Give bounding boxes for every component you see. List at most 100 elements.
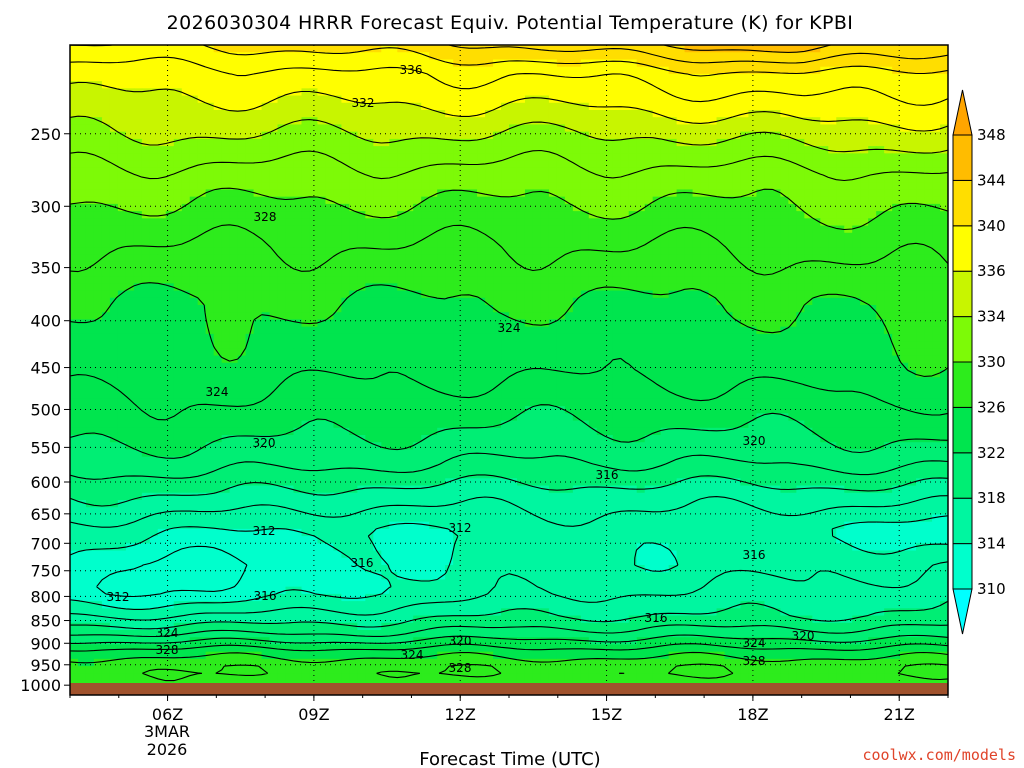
field-cell (421, 182, 430, 191)
field-cell (205, 261, 215, 270)
field-cell (381, 73, 390, 82)
field-cell (485, 95, 494, 104)
field-cell (461, 276, 470, 284)
field-cell (812, 225, 821, 234)
field-cell (588, 268, 598, 277)
field-cell (924, 110, 933, 118)
field-cell (700, 59, 710, 68)
field-cell (820, 81, 829, 89)
field-cell (612, 297, 622, 306)
field-cell (548, 160, 558, 169)
field-cell (660, 138, 670, 147)
field-cell (493, 88, 502, 97)
field-cell (77, 196, 87, 205)
field-cell (397, 102, 406, 111)
field-cell (389, 160, 398, 169)
field-cell (261, 326, 271, 335)
field-cell (269, 167, 279, 176)
field-cell (924, 290, 933, 299)
field-cell (437, 297, 446, 306)
field-cell (477, 167, 486, 176)
field-cell (389, 326, 398, 335)
field-cell (469, 110, 478, 118)
field-cell (165, 232, 175, 241)
field-cell (932, 254, 941, 263)
field-cell (660, 81, 670, 89)
field-cell (812, 348, 821, 357)
field-cell (397, 160, 406, 169)
field-cell (429, 88, 438, 97)
field-cell (796, 268, 805, 277)
field-cell (413, 182, 422, 191)
field-cell (189, 182, 199, 191)
field-cell (157, 146, 167, 154)
field-cell (852, 160, 861, 169)
field-cell (173, 95, 183, 104)
field-cell (101, 232, 111, 241)
field-cell (764, 232, 773, 241)
field-cell (93, 167, 103, 176)
field-cell (788, 240, 797, 248)
field-cell (636, 196, 646, 205)
field-cell (540, 110, 550, 118)
field-cell (189, 326, 199, 335)
field-cell (548, 211, 558, 219)
field-cell (133, 211, 143, 219)
field-cell (676, 160, 686, 169)
field-cell (916, 95, 925, 104)
field-cell (860, 182, 869, 191)
field-cell (548, 175, 558, 183)
field-cell (900, 175, 909, 183)
field-cell (229, 261, 239, 270)
field-cell (764, 66, 773, 75)
field-cell (341, 305, 350, 313)
field-cell (772, 160, 781, 169)
field-cell (309, 218, 319, 227)
field-cell (516, 333, 526, 342)
field-cell (732, 182, 742, 191)
field-cell (101, 333, 111, 342)
field-cell (133, 290, 143, 299)
field-cell (149, 297, 159, 306)
field-cell (149, 131, 159, 140)
field-cell (429, 66, 438, 75)
field-cell (788, 81, 797, 89)
field-cell (724, 261, 734, 270)
field-cell (237, 131, 247, 140)
field-cell (445, 283, 454, 292)
field-cell (580, 225, 590, 234)
field-cell (293, 348, 303, 357)
field-cell (644, 124, 654, 133)
field-cell (796, 297, 805, 306)
field-cell (540, 131, 550, 140)
field-cell (445, 95, 454, 104)
field-cell (349, 333, 358, 342)
field-cell (892, 312, 901, 321)
field-cell (261, 297, 271, 306)
field-cell (253, 153, 263, 162)
field-cell (301, 110, 311, 118)
field-cell (453, 59, 462, 68)
field-cell (461, 117, 470, 126)
field-cell (628, 240, 638, 248)
field-cell (85, 240, 95, 248)
field-cell (916, 326, 925, 335)
chart-title: 2026030304 HRRR Forecast Equiv. Potentia… (167, 12, 854, 34)
field-cell (596, 333, 606, 342)
field-cell (261, 189, 271, 198)
field-cell (572, 124, 582, 133)
field-cell (620, 305, 630, 313)
field-cell (860, 305, 869, 313)
field-cell (285, 305, 295, 313)
field-cell (341, 189, 350, 198)
field-cell (572, 196, 582, 205)
field-cell (836, 348, 845, 357)
field-cell (812, 110, 821, 118)
field-cell (572, 167, 582, 176)
field-cell (532, 240, 542, 248)
field-cell (548, 319, 558, 328)
field-cell (389, 66, 398, 75)
field-cell (884, 319, 893, 328)
field-cell (333, 232, 342, 241)
field-cell (133, 95, 143, 104)
